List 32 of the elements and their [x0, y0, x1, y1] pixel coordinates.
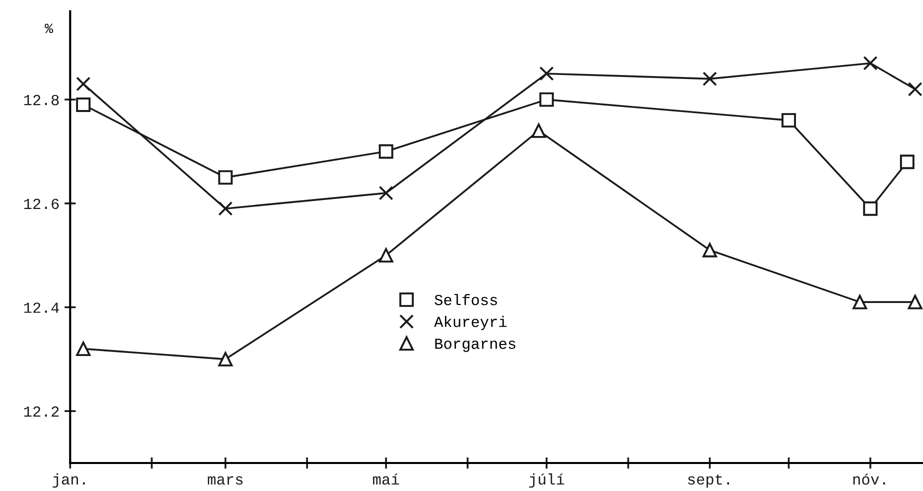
- x-tick-label: sept.: [688, 474, 729, 488]
- x-tick-label: mars: [208, 476, 243, 485]
- point: [908, 294, 922, 310]
- x-tick-label: nóv.: [853, 474, 885, 485]
- point: [852, 294, 868, 310]
- point: [900, 154, 914, 170]
- point: [378, 186, 394, 200]
- point: [863, 56, 878, 70]
- x-tick-label: maí: [373, 474, 399, 485]
- point: [378, 248, 394, 263]
- point: [702, 72, 718, 86]
- point: [531, 123, 546, 138]
- legend-label: Borgarnes: [435, 338, 516, 352]
- y-tick-label: 12.2: [24, 406, 59, 417]
- point: [539, 66, 554, 81]
- point: [539, 92, 554, 107]
- point: [702, 242, 718, 258]
- point: [378, 144, 394, 159]
- point: [218, 170, 233, 185]
- point: [863, 201, 878, 216]
- y-tick-label: 12.4: [24, 302, 59, 313]
- x-tick-label: júlí: [529, 473, 564, 488]
- point: [218, 352, 233, 366]
- point: [218, 201, 233, 216]
- point: [782, 113, 796, 128]
- y-tick-label: 12.8: [24, 94, 59, 106]
- legend-label: Selfoss: [434, 294, 497, 306]
- legend-label: Akureyri: [434, 316, 507, 330]
- point: [908, 82, 922, 96]
- y-tick-label: 12.6: [24, 198, 59, 210]
- x-tick-label: jan.: [52, 473, 85, 488]
- y-axis-title: %: [44, 24, 54, 34]
